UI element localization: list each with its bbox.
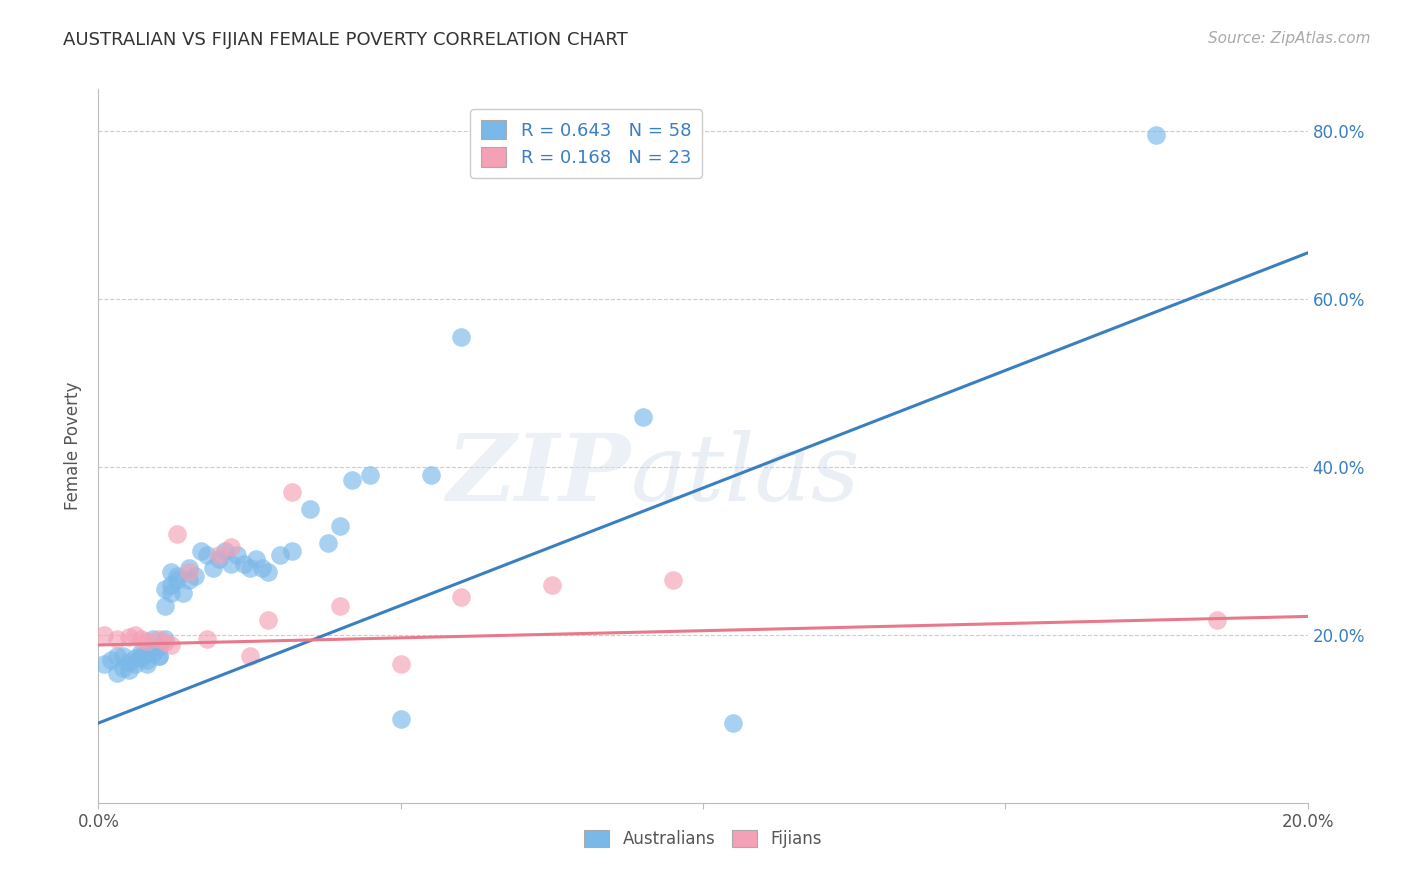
- Point: [153, 582, 176, 596]
- Point: [118, 655, 141, 669]
- Point: [631, 409, 654, 424]
- Point: [129, 632, 152, 646]
- Point: [135, 653, 157, 667]
- Point: [160, 577, 183, 591]
- Point: [118, 663, 141, 677]
- Point: [172, 586, 194, 600]
- Point: [239, 560, 262, 574]
- Point: [166, 527, 188, 541]
- Point: [269, 548, 291, 562]
- Point: [1206, 613, 1229, 627]
- Point: [256, 565, 278, 579]
- Point: [129, 645, 152, 659]
- Point: [214, 544, 236, 558]
- Point: [166, 574, 188, 588]
- Point: [208, 552, 231, 566]
- Point: [148, 648, 170, 663]
- Point: [281, 544, 304, 558]
- Point: [360, 468, 382, 483]
- Point: [124, 657, 146, 672]
- Point: [450, 330, 472, 344]
- Point: [124, 651, 146, 665]
- Point: [93, 628, 115, 642]
- Point: [661, 574, 683, 588]
- Point: [142, 646, 165, 660]
- Point: [179, 574, 201, 588]
- Point: [221, 557, 243, 571]
- Point: [160, 638, 183, 652]
- Point: [245, 552, 267, 566]
- Text: ZIP: ZIP: [446, 430, 630, 519]
- Point: [389, 712, 412, 726]
- Point: [93, 657, 115, 672]
- Point: [111, 648, 134, 663]
- Point: [105, 665, 128, 680]
- Point: [329, 599, 352, 613]
- Point: [179, 560, 201, 574]
- Point: [118, 630, 141, 644]
- Point: [135, 646, 157, 660]
- Y-axis label: Female Poverty: Female Poverty: [65, 382, 83, 510]
- Point: [1144, 128, 1167, 143]
- Point: [153, 634, 176, 648]
- Point: [342, 473, 364, 487]
- Point: [166, 569, 188, 583]
- Point: [184, 569, 207, 583]
- Point: [179, 565, 201, 579]
- Point: [239, 648, 262, 663]
- Text: atlas: atlas: [630, 430, 860, 519]
- Point: [420, 468, 443, 483]
- Point: [329, 518, 352, 533]
- Point: [153, 632, 176, 646]
- Point: [195, 632, 218, 646]
- Point: [148, 632, 170, 646]
- Point: [190, 544, 212, 558]
- Text: AUSTRALIAN VS FIJIAN FEMALE POVERTY CORRELATION CHART: AUSTRALIAN VS FIJIAN FEMALE POVERTY CORR…: [63, 31, 628, 49]
- Point: [250, 560, 273, 574]
- Point: [208, 548, 231, 562]
- Point: [316, 535, 339, 549]
- Point: [389, 657, 412, 672]
- Point: [540, 577, 562, 591]
- Point: [232, 557, 254, 571]
- Point: [160, 565, 183, 579]
- Point: [129, 651, 152, 665]
- Point: [195, 548, 218, 562]
- Point: [111, 661, 134, 675]
- Point: [135, 657, 157, 672]
- Point: [202, 560, 225, 574]
- Point: [221, 540, 243, 554]
- Point: [124, 628, 146, 642]
- Point: [450, 590, 472, 604]
- Point: [148, 640, 170, 655]
- Point: [105, 648, 128, 663]
- Point: [129, 648, 152, 663]
- Point: [135, 633, 157, 648]
- Point: [148, 648, 170, 663]
- Point: [299, 502, 322, 516]
- Text: Source: ZipAtlas.com: Source: ZipAtlas.com: [1208, 31, 1371, 46]
- Point: [256, 613, 278, 627]
- Point: [226, 548, 249, 562]
- Point: [100, 653, 122, 667]
- Point: [105, 632, 128, 646]
- Point: [142, 632, 165, 646]
- Point: [281, 485, 304, 500]
- Point: [153, 599, 176, 613]
- Point: [723, 716, 745, 731]
- Legend: Australians, Fijians: Australians, Fijians: [578, 823, 828, 855]
- Point: [160, 586, 183, 600]
